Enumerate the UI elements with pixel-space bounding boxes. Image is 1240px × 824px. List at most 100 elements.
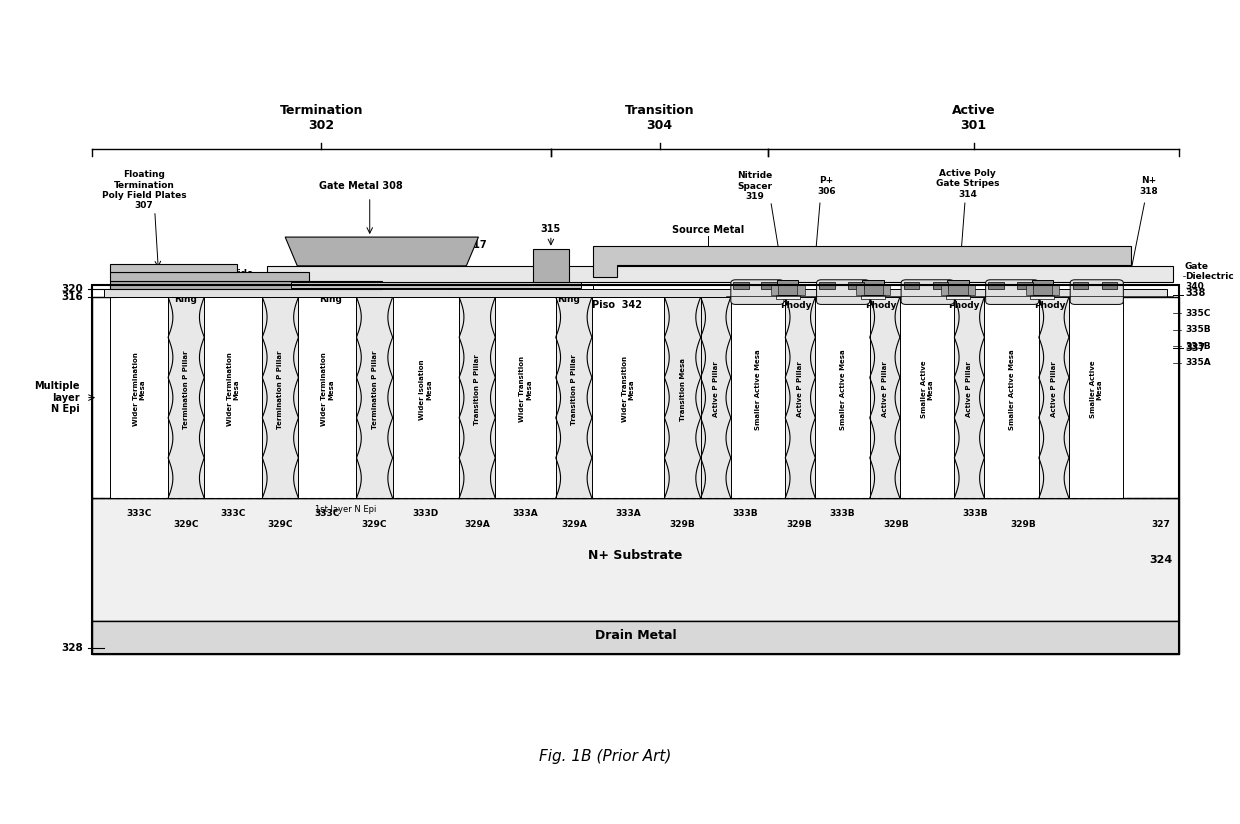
Text: Smaller Active
Mesa: Smaller Active Mesa [920, 361, 934, 419]
Bar [92, 285, 1179, 654]
Bar [862, 294, 885, 298]
Bar [267, 266, 1173, 283]
Bar [533, 250, 569, 283]
Text: 324: 324 [1149, 555, 1173, 564]
Text: Fig. 1B (Prior Art): Fig. 1B (Prior Art) [539, 749, 671, 765]
Text: 329C: 329C [362, 521, 387, 529]
Bar [556, 297, 591, 499]
Text: Piso  342: Piso 342 [593, 300, 642, 311]
Bar [733, 283, 749, 289]
Text: Phody: Phody [780, 301, 812, 310]
Text: 329C: 329C [174, 521, 198, 529]
FancyBboxPatch shape [901, 280, 955, 304]
FancyBboxPatch shape [986, 280, 1039, 304]
Bar [932, 283, 949, 289]
Bar [818, 283, 835, 289]
Text: 333C: 333C [221, 509, 246, 518]
Text: Nitride
Spacer
319: Nitride Spacer 319 [738, 171, 773, 201]
Bar [1069, 297, 1123, 499]
Bar [1073, 283, 1089, 289]
Text: Field Oxide: Field Oxide [196, 269, 253, 279]
Bar [857, 285, 864, 294]
Bar [869, 297, 900, 499]
Bar [299, 297, 356, 499]
Text: Smaller Active Mesa: Smaller Active Mesa [755, 349, 761, 430]
Bar [205, 297, 262, 499]
Bar [1032, 280, 1053, 294]
Text: Smaller Active Mesa: Smaller Active Mesa [1008, 349, 1014, 430]
Bar [1025, 285, 1033, 294]
Text: Gate Metal 308: Gate Metal 308 [320, 181, 403, 191]
Text: Phody: Phody [1034, 301, 1065, 310]
Text: 329A: 329A [560, 521, 587, 529]
Bar [1017, 283, 1033, 289]
Text: Termination
302: Termination 302 [280, 104, 363, 132]
Bar [775, 294, 800, 298]
Text: Active P Pillar: Active P Pillar [1050, 362, 1056, 417]
Text: 333B: 333B [962, 509, 987, 518]
Bar [495, 297, 556, 499]
Text: Wider Isolation
Mesa: Wider Isolation Mesa [419, 359, 433, 419]
Bar [967, 285, 975, 294]
Text: 316: 316 [62, 292, 83, 302]
Text: 320: 320 [62, 283, 83, 294]
Bar [110, 265, 237, 273]
Bar [863, 280, 884, 294]
Text: 333B: 333B [830, 509, 854, 518]
Text: 335A: 335A [1185, 358, 1210, 368]
Text: 328: 328 [62, 643, 83, 653]
Bar [291, 283, 582, 288]
Bar [262, 297, 299, 499]
Text: Active Source Poly Field Plate: Active Source Poly Field Plate [365, 281, 507, 289]
Text: Multiple
layer
N Epi: Multiple layer N Epi [35, 381, 79, 414]
Text: 337: 337 [1185, 344, 1205, 353]
Text: Phody: Phody [949, 301, 980, 310]
Text: Active P Pillar: Active P Pillar [882, 362, 888, 417]
Text: BPSG  317: BPSG 317 [429, 241, 486, 250]
Text: Drain Metal: Drain Metal [595, 629, 676, 642]
Text: 329B: 329B [787, 521, 812, 529]
Text: N+ Substrate: N+ Substrate [588, 550, 682, 562]
FancyBboxPatch shape [730, 280, 784, 304]
Bar [92, 297, 1179, 499]
Text: 310: 310 [789, 257, 808, 267]
Bar [900, 297, 955, 499]
Text: Floating
Termination
Poly Field Plates
307: Floating Termination Poly Field Plates 3… [102, 171, 186, 210]
Bar [110, 273, 309, 281]
Bar [110, 297, 169, 499]
Text: 333C: 333C [315, 509, 340, 518]
Text: Active
301: Active 301 [952, 104, 996, 132]
Text: Source Metal: Source Metal [672, 225, 744, 235]
Text: Transition P Pillar: Transition P Pillar [570, 354, 577, 425]
Bar [776, 280, 799, 294]
Bar [665, 297, 701, 499]
Text: 329B: 329B [1011, 521, 1035, 529]
Text: Transition P Pillar: Transition P Pillar [474, 354, 480, 425]
Text: Phody: Phody [864, 301, 897, 310]
Text: Active Poly
Gate Stripes
314: Active Poly Gate Stripes 314 [936, 169, 999, 199]
Bar [904, 283, 919, 289]
Text: 333D: 333D [412, 509, 439, 518]
Bar [771, 285, 777, 294]
Text: Active P Pillar: Active P Pillar [713, 362, 719, 417]
Bar [92, 621, 1179, 654]
Bar [946, 294, 970, 298]
Bar [785, 297, 816, 499]
Polygon shape [593, 246, 1131, 278]
Text: 329C: 329C [268, 521, 293, 529]
Text: Termination P Pillar: Termination P Pillar [278, 350, 284, 428]
Bar [1052, 285, 1059, 294]
FancyBboxPatch shape [1070, 280, 1123, 304]
Text: 338: 338 [1185, 288, 1205, 298]
Text: BPSG  317: BPSG 317 [432, 269, 489, 279]
Text: 333B: 333B [733, 509, 758, 518]
Text: P+
306: P+ 306 [817, 176, 836, 196]
Text: 329B: 329B [883, 521, 909, 529]
Bar [701, 297, 730, 499]
Bar [169, 297, 205, 499]
Text: Smaller Active Mesa: Smaller Active Mesa [839, 349, 846, 430]
Text: 1st layer N Epi: 1st layer N Epi [315, 505, 376, 514]
Bar [761, 283, 776, 289]
Bar [356, 297, 393, 499]
Text: N+
318: N+ 318 [1140, 176, 1158, 196]
